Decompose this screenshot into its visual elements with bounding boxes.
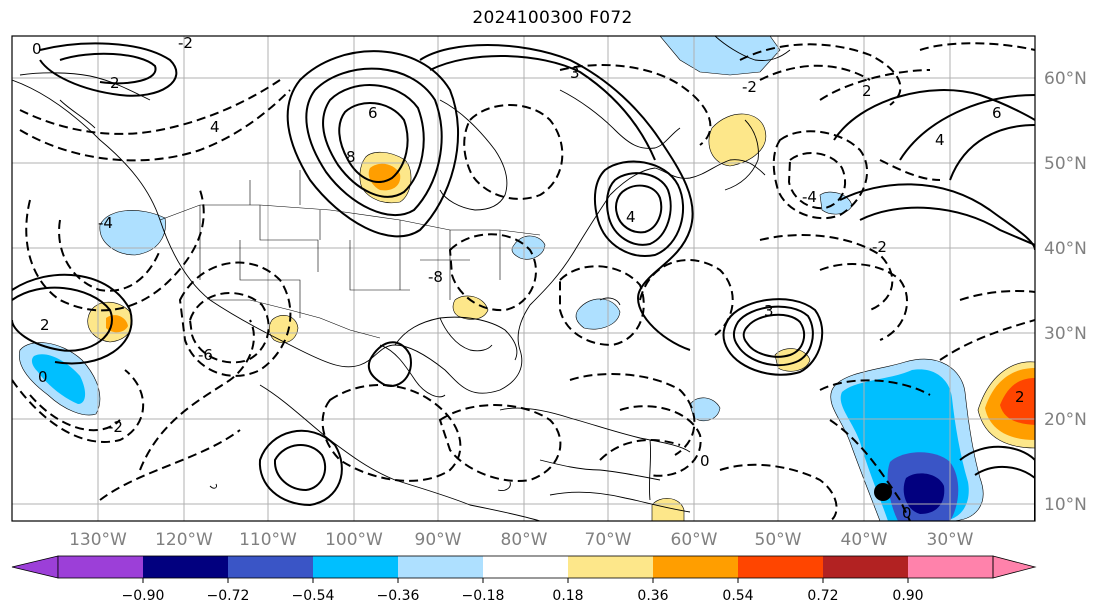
colorbar-tick-label: 0.54 — [722, 588, 753, 604]
colorbar-segment — [228, 556, 313, 578]
colorbar-ticks — [142, 578, 909, 583]
contour-label: 3 — [764, 302, 774, 320]
lon-label: 70°W — [585, 530, 632, 550]
contour-label: -2 — [872, 238, 887, 256]
shaded-anomalies — [18, 36, 1035, 521]
shade-blue-northeast — [659, 36, 781, 76]
colorbar-segment — [143, 556, 228, 578]
contour-label: 3 — [570, 64, 580, 82]
lat-label: 40°N — [1044, 239, 1087, 259]
colorbar-segment — [738, 556, 823, 578]
lon-label: 90°W — [415, 530, 462, 550]
longitude-labels: 130°W 120°W 110°W 100°W 90°W 80°W 70°W 6… — [69, 530, 974, 550]
lat-label: 20°N — [1044, 410, 1087, 430]
contour-label: -4 — [98, 214, 113, 232]
solid-contours — [12, 42, 1035, 521]
colorbar-tick-label: −0.54 — [292, 588, 335, 604]
contour-label: 0 — [38, 368, 48, 386]
colorbar-tick-label: −0.90 — [122, 588, 165, 604]
colorbar-segment — [58, 556, 143, 578]
lon-label: 100°W — [325, 530, 383, 550]
lon-label: 30°W — [927, 530, 974, 550]
contour-label: 2 — [1015, 388, 1025, 406]
contour-label: 0 — [902, 504, 912, 522]
shade-blue-atlantic-mid — [575, 298, 621, 330]
contour-label: 2 — [110, 74, 120, 92]
contour-label: -2 — [742, 78, 757, 96]
contour-label: 4 — [210, 118, 220, 136]
lon-label: 130°W — [69, 530, 127, 550]
coastlines — [12, 36, 791, 521]
lon-label: 60°W — [671, 530, 718, 550]
gridlines — [12, 36, 1035, 521]
shade-yellow-mexico — [268, 315, 299, 343]
colorbar-tick-label: −0.72 — [207, 588, 250, 604]
latitude-labels: 60°N 50°N 40°N 30°N 20°N 10°N — [1044, 69, 1087, 515]
colorbar-tick-label: 0.36 — [637, 588, 668, 604]
colorbar-segment — [568, 556, 653, 578]
contour-label: 8 — [346, 148, 356, 166]
contour-label: -2 — [178, 34, 193, 52]
contour-label: 2 — [862, 82, 872, 100]
contour-label: 4 — [626, 208, 636, 226]
colorbar: −0.90 −0.72 −0.54 −0.36 −0.18 0.18 0.36 … — [11, 555, 1037, 604]
colorbar-segment — [398, 556, 483, 578]
colorbar-frame — [57, 555, 994, 579]
lon-label: 50°W — [755, 530, 802, 550]
shade-yellow-bermuda — [774, 348, 811, 372]
shade-orange-hudson — [368, 163, 401, 191]
lat-label: 10°N — [1044, 495, 1087, 515]
lat-label: 30°N — [1044, 324, 1087, 344]
lon-label: 120°W — [155, 530, 213, 550]
shade-red-east-atlantic — [1000, 378, 1035, 425]
shade-blue-caribbean — [689, 397, 721, 421]
contour-label: 6 — [368, 104, 378, 122]
contour-label: 4 — [935, 131, 945, 149]
colorbar-segment — [313, 556, 398, 578]
plot-title: 2024100300 F072 — [472, 8, 633, 28]
shade-deepblue-pacific-sw — [31, 354, 86, 404]
contour-label: -8 — [428, 268, 443, 286]
lon-label: 40°W — [841, 530, 888, 550]
contour-label: -6 — [198, 346, 213, 364]
colorbar-segment — [653, 556, 738, 578]
contour-label: -4 — [802, 188, 817, 206]
colorbar-tick-label: 0.18 — [552, 588, 583, 604]
shade-yellow-labrador — [708, 113, 767, 167]
map-frame — [11, 35, 1036, 522]
colorbar-segment — [823, 556, 908, 578]
lat-label: 50°N — [1044, 154, 1087, 174]
storm-marker — [874, 483, 892, 501]
colorbar-extend-low — [11, 555, 59, 579]
lat-label: 60°N — [1044, 69, 1087, 89]
contour-label: 0 — [32, 40, 42, 58]
colorbar-tick-label: −0.18 — [462, 588, 505, 604]
colorbar-tick-label: 0.72 — [807, 588, 838, 604]
colorbar-tick-label: −0.36 — [377, 588, 420, 604]
shade-blue-pacific-nw — [99, 210, 166, 256]
contour-label: 0 — [700, 452, 710, 470]
lon-label: 110°W — [239, 530, 297, 550]
lon-label: 80°W — [501, 530, 548, 550]
dashed-contours — [12, 42, 1035, 521]
contour-label: 2 — [40, 316, 50, 334]
political-borders — [159, 170, 541, 339]
contour-label: 6 — [992, 104, 1002, 122]
colorbar-segment — [908, 556, 993, 578]
colorbar-tick-label: 0.90 — [892, 588, 923, 604]
colorbar-extend-high — [992, 555, 1037, 579]
contour-label: -2 — [108, 418, 123, 436]
contour-labels: 0 2 4 6 -2 -4 8 3 -6 -8 2 -2 6 4 -4 3 4 … — [32, 34, 1025, 522]
colorbar-segment — [483, 556, 568, 578]
